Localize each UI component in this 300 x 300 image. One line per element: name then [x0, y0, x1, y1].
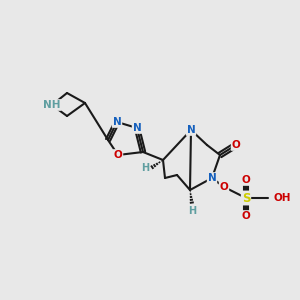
Text: O: O	[220, 182, 228, 192]
Text: NH: NH	[43, 100, 61, 110]
Text: OH: OH	[273, 193, 290, 203]
Text: O: O	[232, 140, 240, 150]
Text: N: N	[187, 125, 195, 135]
Text: O: O	[242, 175, 250, 185]
Text: O: O	[114, 150, 122, 160]
Text: S: S	[242, 191, 250, 205]
Text: H: H	[141, 163, 149, 173]
Text: O: O	[242, 211, 250, 221]
Text: N: N	[208, 173, 216, 183]
Text: H: H	[188, 206, 196, 216]
Text: N: N	[112, 117, 122, 127]
Text: N: N	[133, 123, 141, 133]
